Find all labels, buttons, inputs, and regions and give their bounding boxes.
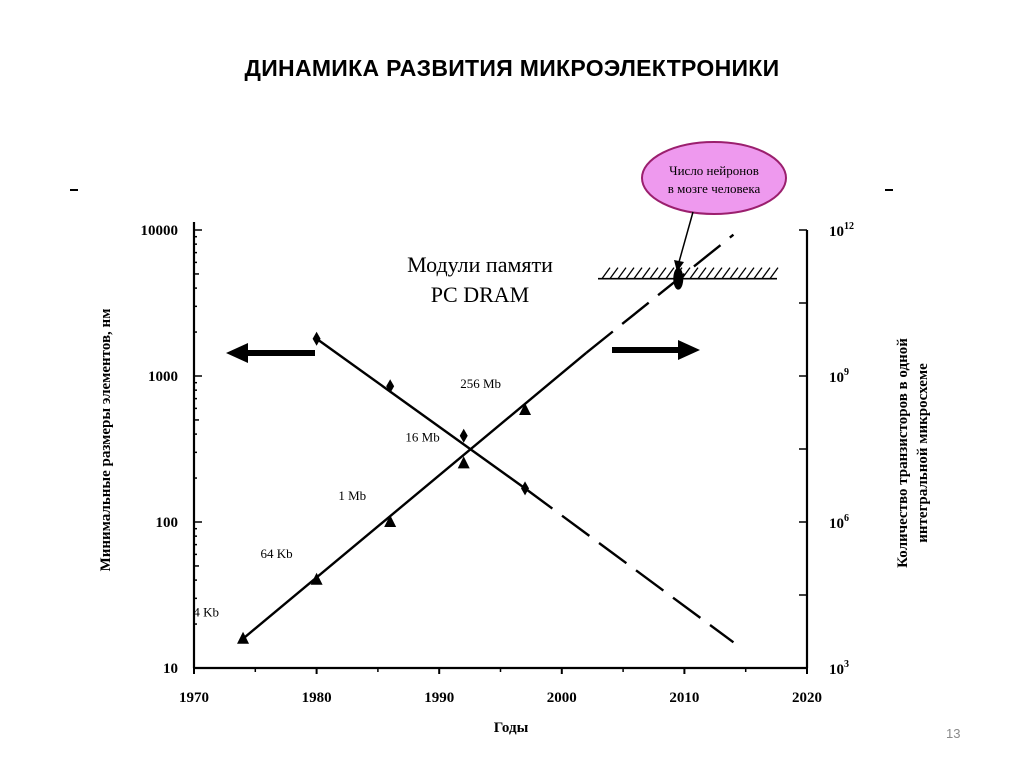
x-tick-label: 2000 [547, 690, 577, 706]
y-left-tick-label: 10000 [141, 223, 179, 239]
triangle-marker [457, 456, 470, 469]
y-axis-left-title: Минимальные размеры элементов, нм [98, 309, 114, 572]
data-label: 16 Mb [405, 429, 439, 444]
diamond-marker [386, 379, 395, 394]
y-left-tick-label: 10 [163, 661, 178, 677]
y-axis-right-title-line1: Количество транзисторов в одной [895, 338, 911, 568]
series-0-trend-line [315, 337, 526, 490]
series-1-projection-line [585, 233, 735, 354]
neuron-crossing-point [673, 267, 684, 290]
y-left-tick-label: 1000 [148, 369, 178, 385]
diamond-marker [521, 481, 530, 496]
x-tick-label: 1990 [424, 690, 454, 706]
y-axis-right-title-line2: интегральной микросхеме [915, 363, 931, 543]
triangle-marker [384, 515, 397, 527]
x-tick-label: 1980 [302, 690, 332, 706]
y-right-tick-label: 106 [829, 513, 849, 532]
right-axis-arrow [612, 340, 700, 360]
y-right-tick-label: 109 [829, 367, 849, 386]
y-right-tick-label: 103 [829, 659, 849, 678]
memory-modules-label-line2: PC DRAM [431, 282, 529, 307]
x-tick-label: 2010 [669, 690, 699, 706]
triangle-marker [237, 631, 250, 644]
data-label: 256 Mb [460, 376, 501, 391]
neuron-level-hatch [598, 267, 779, 280]
slide-title: ДИНАМИКА РАЗВИТИЯ МИКРОЭЛЕКТРОНИКИ [244, 55, 780, 81]
data-label: 64 Kb [260, 546, 292, 561]
neurons-callout-line2: в мозге человека [668, 181, 761, 196]
triangle-marker [310, 572, 323, 585]
series-1-trend-line [242, 351, 588, 640]
series-0-projection-line [524, 487, 735, 644]
data-label: 4 Kb [193, 605, 219, 620]
y-left-tick-label: 100 [156, 515, 179, 531]
diamond-marker [312, 331, 321, 346]
x-axis-title: Годы [494, 720, 529, 736]
y-right-tick-label: 1012 [829, 221, 854, 240]
neurons-callout-line1: Число нейронов [669, 163, 759, 178]
diamond-marker [459, 428, 468, 443]
triangle-marker [519, 403, 532, 416]
data-label: 1 Mb [338, 488, 366, 503]
neurons-callout: Число нейронов в мозге человека [641, 141, 787, 272]
memory-modules-label-line1: Модули памяти [407, 252, 553, 277]
x-tick-label: 1970 [179, 690, 209, 706]
left-axis-arrow [226, 343, 315, 363]
page-number: 13 [946, 726, 961, 741]
x-tick-label: 2020 [792, 690, 822, 706]
